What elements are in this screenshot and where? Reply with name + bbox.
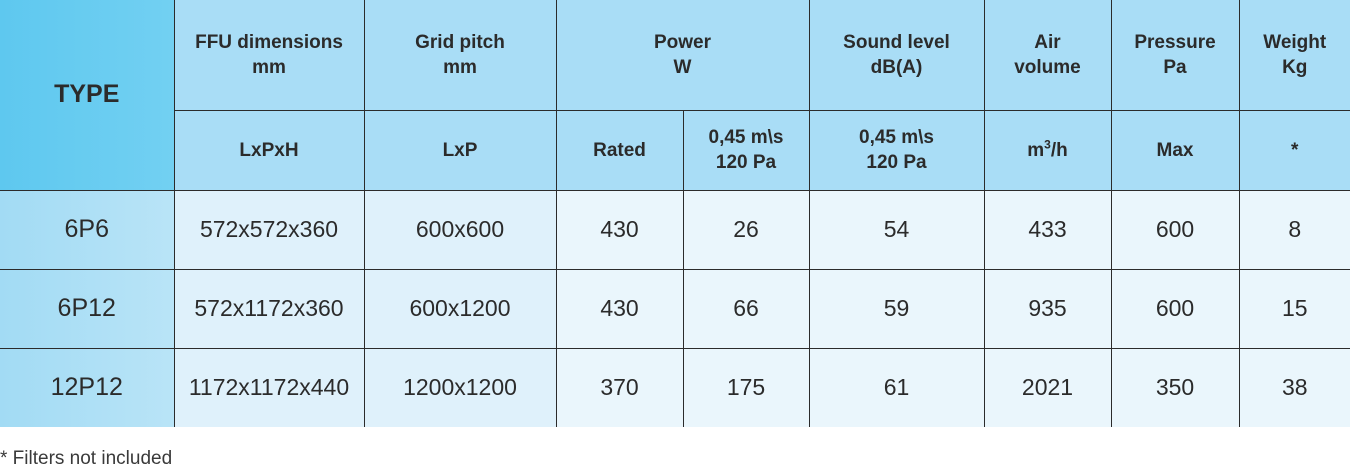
pressure-cell: 350 (1110, 347, 1240, 427)
power-rated-cell: 370 (555, 347, 684, 427)
table-row: 12P12 1172x1172x440 1200x1200 370 175 61… (0, 347, 1350, 427)
type-cell: 12P12 (0, 347, 175, 427)
grid-pitch-header: Grid pitch mm (363, 0, 557, 111)
air-volume-cell: 935 (983, 268, 1112, 349)
dimensions-cell: 572x572x360 (173, 189, 365, 270)
air-volume-unit: m3/h (983, 109, 1112, 191)
subheader-row: LxPxH LxP Rated 0,45 m\s 120 Pa 0,45 m\s 1… (0, 109, 1350, 191)
type-cell: 6P6 (0, 189, 175, 270)
power-rated-cell: 430 (555, 189, 684, 270)
type-header: TYPE (0, 0, 175, 191)
weight-header: Weight Kg (1238, 0, 1350, 111)
pressure-subheader: Max (1110, 109, 1240, 191)
grid-pitch-cell: 600x600 (363, 189, 557, 270)
grid-pitch-subheader: LxP (363, 109, 557, 191)
power-condition-cell: 26 (682, 189, 810, 270)
power-rated-cell: 430 (555, 268, 684, 349)
table-row: 6P6 572x572x360 600x600 430 26 54 433 60… (0, 189, 1350, 270)
sound-cell: 59 (808, 268, 985, 349)
dimensions-subheader: LxPxH (174, 109, 365, 191)
dimensions-cell: 572x1172x360 (173, 268, 365, 349)
pressure-cell: 600 (1110, 268, 1240, 349)
sound-header: Sound level dB(A) (808, 0, 985, 111)
pressure-header: Pressure Pa (1110, 0, 1240, 111)
weight-subheader: * (1238, 109, 1350, 191)
air-volume-header: Air volume (983, 0, 1112, 111)
power-rated-subheader: Rated (555, 109, 684, 191)
weight-cell: 15 (1238, 268, 1350, 349)
power-header: Power W (555, 0, 810, 111)
header-row: TYPE FFU dimensions mm Grid pitch mm Power… (0, 0, 1350, 191)
type-cell: 6P12 (0, 268, 175, 349)
ffu-spec-table: TYPE FFU dimensions mm Grid pitch mm Power… (0, 0, 1350, 427)
air-volume-cell: 2021 (983, 347, 1112, 427)
dimensions-header: FFU dimensions mm (173, 0, 365, 111)
pressure-cell: 600 (1110, 189, 1240, 270)
grid-pitch-cell: 600x1200 (363, 268, 557, 349)
weight-cell: 38 (1238, 347, 1350, 427)
table-row: 6P12 572x1172x360 600x1200 430 66 59 935… (0, 268, 1350, 349)
power-condition-subheader: 0,45 m\s 120 Pa (682, 109, 810, 191)
power-condition-cell: 175 (682, 347, 810, 427)
weight-cell: 8 (1238, 189, 1350, 270)
dimensions-cell: 1172x1172x440 (173, 347, 365, 427)
power-condition-cell: 66 (682, 268, 810, 349)
sound-condition-subheader: 0,45 m\s 120 Pa (808, 109, 985, 191)
grid-pitch-cell: 1200x1200 (363, 347, 557, 427)
sound-cell: 54 (808, 189, 985, 270)
footnote: * Filters not included (0, 448, 173, 469)
air-volume-cell: 433 (983, 189, 1112, 270)
sound-cell: 61 (808, 347, 985, 427)
